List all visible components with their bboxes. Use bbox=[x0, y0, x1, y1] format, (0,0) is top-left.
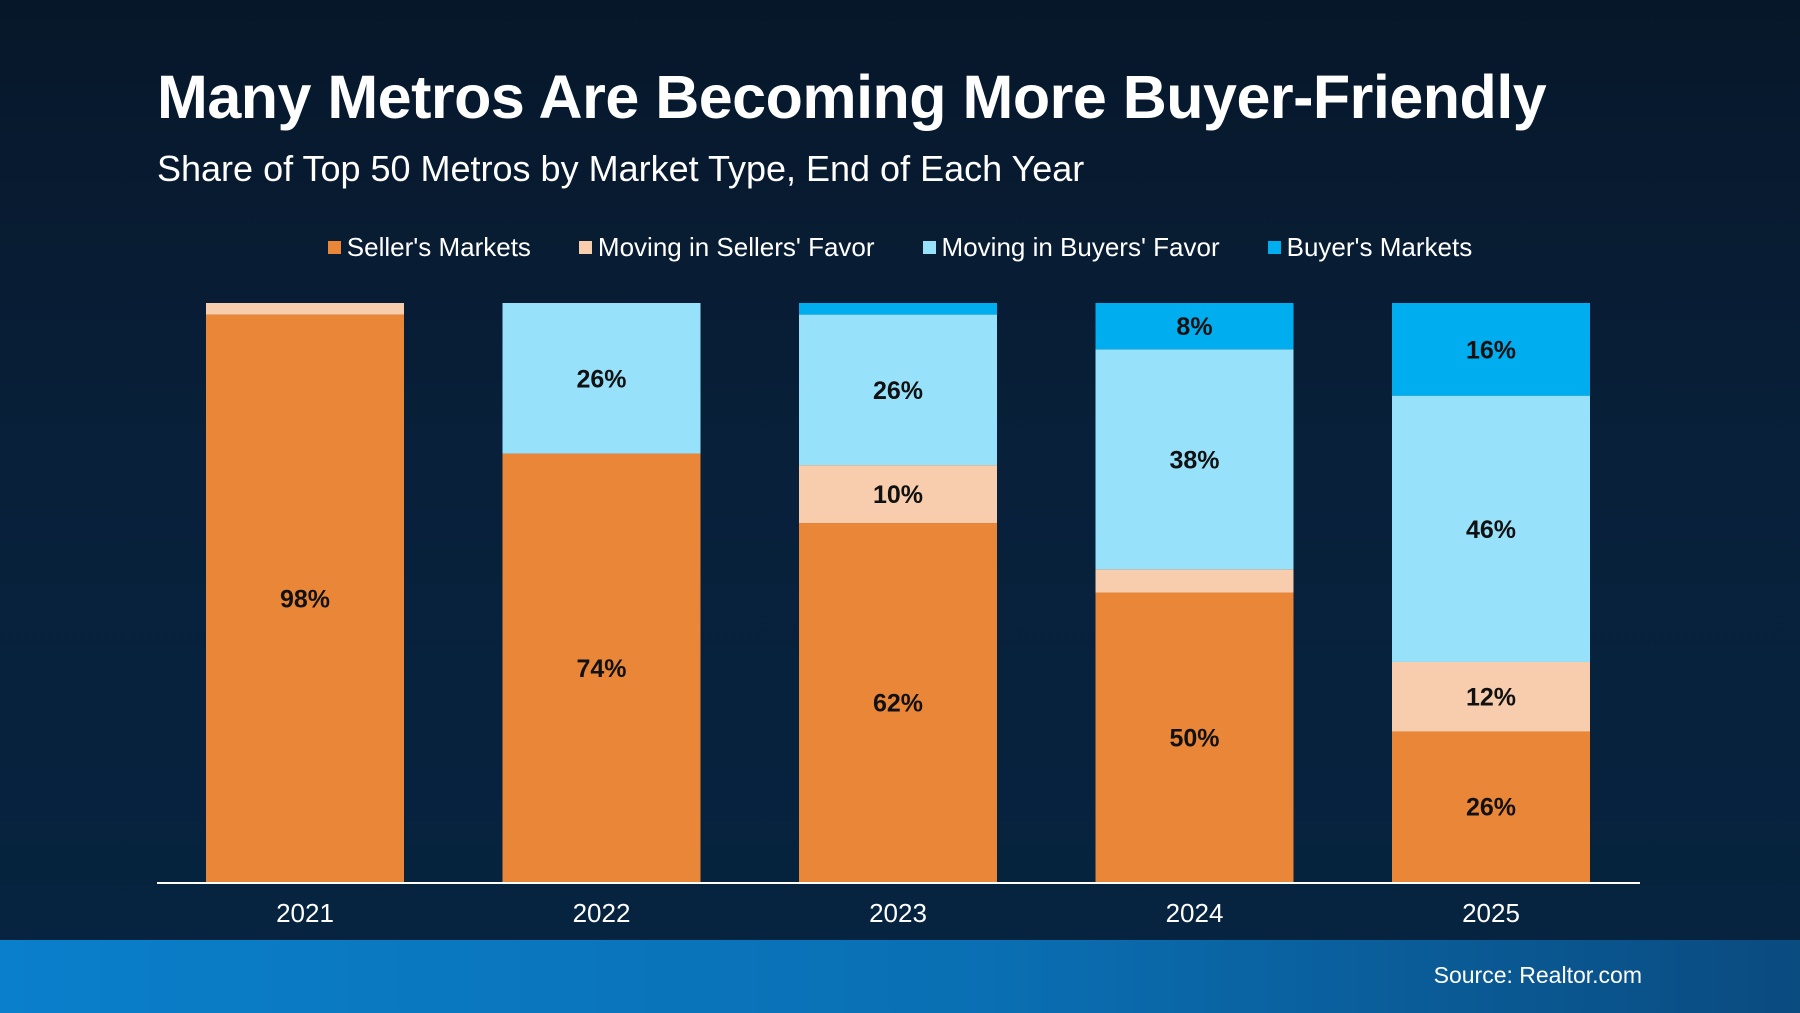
chart-subtitle: Share of Top 50 Metros by Market Type, E… bbox=[157, 148, 1085, 189]
x-tick-label-2024: 2024 bbox=[1166, 898, 1224, 928]
bar-2023-seller-s-markets bbox=[799, 523, 997, 882]
legend: Seller's Markets Moving in Sellers' Favo… bbox=[0, 232, 1800, 263]
legend-label-buyers-markets: Buyer's Markets bbox=[1286, 232, 1473, 262]
data-label-2022-moving-in-buyers-favor: 26% bbox=[576, 365, 626, 393]
bar-2023-buyer-s-markets bbox=[799, 303, 997, 315]
legend-item-moving-sellers-favor: Moving in Sellers' Favor bbox=[578, 232, 875, 263]
data-label-2023-moving-in-sellers-favor: 10% bbox=[873, 481, 923, 509]
bar-2021-seller-s-markets bbox=[206, 314, 404, 883]
source-note: Source: Realtor.com bbox=[1433, 962, 1642, 988]
bar-2025-moving-in-buyers-favor bbox=[1392, 395, 1590, 662]
bar-2024-moving-in-buyers-favor bbox=[1095, 349, 1294, 570]
x-tick-label-2023: 2023 bbox=[869, 898, 927, 928]
bar-2025-moving-in-sellers-favor bbox=[1392, 661, 1590, 732]
bar-2023-moving-in-buyers-favor bbox=[799, 314, 997, 466]
legend-label-moving-buyers-favor: Moving in Buyers' Favor bbox=[941, 232, 1220, 262]
bar-2022-seller-s-markets bbox=[502, 453, 701, 882]
legend-label-moving-sellers-favor: Moving in Sellers' Favor bbox=[597, 232, 875, 262]
data-label-2025-seller-s-markets: 26% bbox=[1466, 794, 1516, 822]
legend-label-sellers-markets: Seller's Markets bbox=[346, 232, 531, 262]
data-label-2024-moving-in-buyers-favor: 38% bbox=[1169, 446, 1219, 474]
data-label-2025-moving-in-sellers-favor: 12% bbox=[1466, 684, 1516, 712]
legend-item-sellers-markets: Seller's Markets bbox=[327, 232, 531, 263]
legend-swatch-buyers-markets bbox=[1267, 241, 1281, 254]
data-label-2023-moving-in-buyers-favor: 26% bbox=[873, 377, 923, 405]
data-label-2025-buyer-s-markets: 16% bbox=[1466, 336, 1516, 364]
bar-2025-buyer-s-markets bbox=[1392, 303, 1590, 396]
chart-title: Many Metros Are Becoming More Buyer-Frie… bbox=[157, 63, 1547, 131]
data-label-2024-buyer-s-markets: 8% bbox=[1176, 313, 1212, 341]
legend-item-moving-buyers-favor: Moving in Buyers' Favor bbox=[922, 232, 1220, 263]
bar-2022-moving-in-buyers-favor bbox=[502, 303, 701, 454]
bar-2021-moving-in-sellers-favor bbox=[206, 303, 404, 315]
bar-2024-moving-in-sellers-favor bbox=[1095, 569, 1294, 593]
data-label-2021-seller-s-markets: 98% bbox=[280, 585, 330, 613]
x-tick-label-2025: 2025 bbox=[1462, 898, 1520, 928]
data-label-2025-moving-in-buyers-favor: 46% bbox=[1466, 516, 1516, 544]
footer-band: Source: Realtor.com bbox=[0, 940, 1800, 1013]
data-label-2022-seller-s-markets: 74% bbox=[576, 655, 626, 683]
bar-2023-moving-in-sellers-favor bbox=[799, 465, 997, 524]
x-tick-label-2021: 2021 bbox=[276, 898, 334, 928]
legend-swatch-moving-buyers-favor bbox=[922, 241, 936, 254]
data-label-2024-seller-s-markets: 50% bbox=[1169, 724, 1219, 752]
legend-item-buyers-markets: Buyer's Markets bbox=[1267, 232, 1473, 263]
legend-swatch-sellers-markets bbox=[327, 241, 341, 254]
bar-2024-buyer-s-markets bbox=[1095, 303, 1294, 350]
bar-2024-seller-s-markets bbox=[1095, 592, 1294, 882]
legend-swatch-moving-sellers-favor bbox=[578, 241, 592, 254]
x-tick-label-2022: 2022 bbox=[573, 898, 631, 928]
bar-2025-seller-s-markets bbox=[1392, 731, 1590, 882]
data-label-2023-seller-s-markets: 62% bbox=[873, 690, 923, 718]
